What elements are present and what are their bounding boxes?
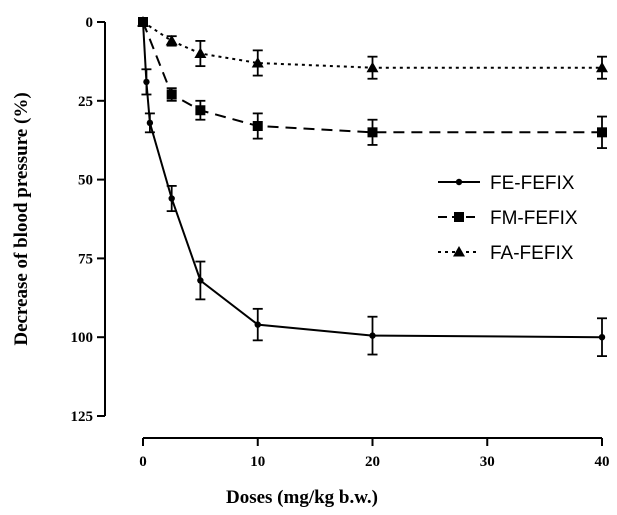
y-ticks: 0 25 50 75 100 125 (71, 15, 105, 425)
data-point (166, 89, 177, 100)
data-point (197, 277, 204, 284)
legend-item: FA-FEFIX (438, 243, 574, 264)
legend-label: FM-FEFIX (490, 208, 578, 229)
x-axis-title: Doses (mg/kg b.w.) (226, 487, 378, 508)
data-point (137, 16, 149, 27)
data-point (254, 321, 261, 328)
data-point (168, 195, 175, 202)
y-tick-label: 125 (71, 409, 94, 425)
data-point (597, 127, 607, 138)
x-ticks: 0 10 20 30 40 (139, 438, 610, 470)
x-tick-label: 20 (365, 454, 380, 470)
x-tick-label: 0 (139, 454, 147, 470)
series-layer (137, 16, 608, 358)
data-point (598, 334, 606, 341)
x-tick-label: 40 (595, 454, 610, 470)
data-point (146, 119, 154, 127)
y-axis-title: Decrease of blood pressure (%) (11, 92, 32, 345)
legend-swatch-marker (454, 212, 464, 222)
legend-item: FE-FEFIX (438, 173, 575, 194)
data-point (251, 56, 264, 68)
data-point (367, 127, 378, 138)
data-point (165, 34, 178, 46)
series-fa-fefix (137, 16, 608, 80)
legend: FE-FEFIX FM-FEFIX FA-FEFIX (438, 173, 578, 264)
y-tick-label: 50 (78, 173, 93, 189)
data-point (195, 105, 206, 116)
series-line (142, 21, 602, 69)
data-point (143, 78, 150, 86)
legend-swatch-marker (453, 246, 465, 257)
x-tick-label: 30 (480, 454, 495, 470)
x-tick-label: 10 (250, 454, 265, 470)
data-point (252, 121, 263, 132)
data-point (366, 61, 379, 73)
legend-swatch-marker (455, 178, 463, 186)
series-fm-fefix (138, 17, 607, 149)
data-point (194, 47, 207, 59)
legend-label: FE-FEFIX (490, 173, 575, 194)
series-line (142, 21, 602, 134)
legend-item: FM-FEFIX (438, 208, 578, 229)
axes: 0 25 50 75 100 125 0 10 20 30 40 (71, 15, 610, 470)
y-tick-label: 75 (78, 251, 93, 267)
series-fe-fefix (139, 18, 607, 358)
data-point (596, 61, 608, 73)
y-tick-label: 0 (86, 15, 94, 31)
data-point (369, 332, 376, 339)
legend-label: FA-FEFIX (490, 243, 574, 264)
y-tick-label: 100 (71, 330, 94, 346)
y-tick-label: 25 (78, 94, 93, 110)
